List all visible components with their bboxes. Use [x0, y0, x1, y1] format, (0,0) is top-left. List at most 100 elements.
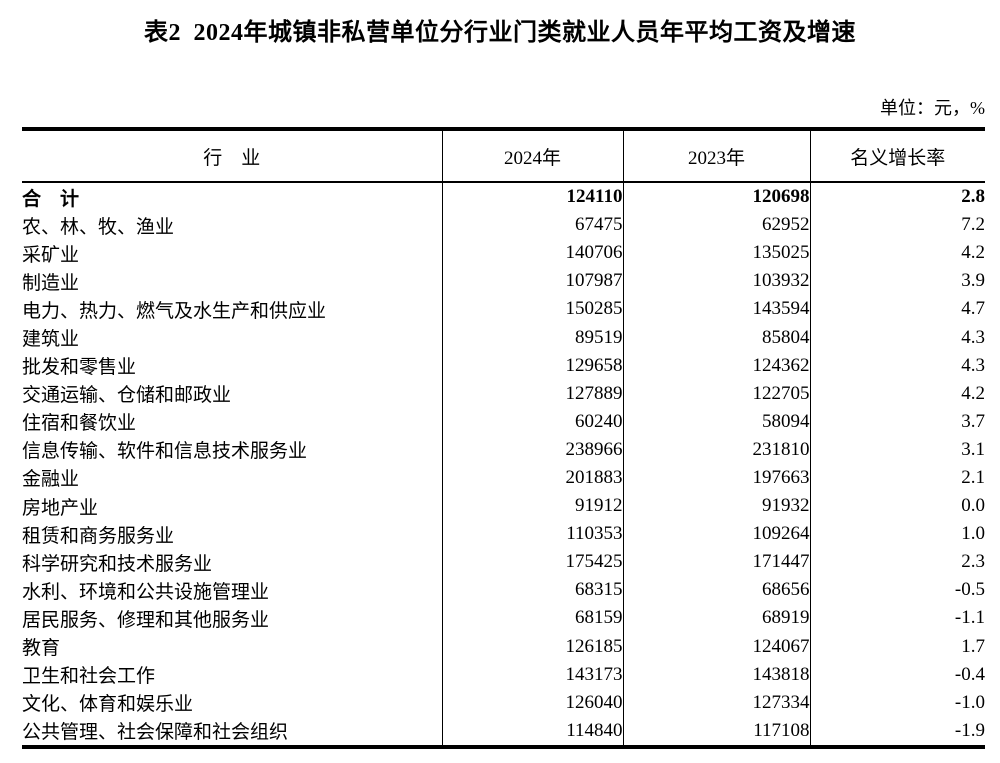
growth-rate-cell: 4.2 — [809, 239, 985, 268]
industry-cell: 文化、体育和娱乐业 — [22, 694, 194, 716]
wage-table: 行 业 2024年 2023年 名义增长率 合 计 124110 120698 … — [22, 127, 985, 749]
wage-2024-cell: 67475 — [441, 211, 623, 240]
table-row: 制造业 107987 103932 3.9 — [22, 267, 985, 296]
wage-2023-cell: 91932 — [622, 492, 810, 521]
wage-2023-cell: 68656 — [622, 576, 810, 605]
wage-2023-cell: 197663 — [622, 463, 810, 493]
wage-2023-cell: 68919 — [622, 604, 810, 633]
wage-2024-cell: 114840 — [441, 716, 623, 747]
table-row: 电力、热力、燃气及水生产和供应业 150285 143594 4.7 — [22, 295, 985, 324]
industry-cell: 农、林、牧、渔业 — [22, 216, 175, 238]
wage-2023-cell: 103932 — [622, 267, 810, 296]
wage-2024-cell: 140706 — [441, 239, 623, 268]
industry-cell: 居民服务、修理和其他服务业 — [22, 609, 270, 631]
unit-note: 单位：元，% — [880, 98, 985, 118]
wage-2024-cell: 110353 — [441, 520, 623, 549]
wage-2024-cell: 107987 — [441, 267, 623, 296]
wage-2023-cell: 143818 — [622, 660, 810, 689]
table-row: 农、林、牧、渔业 67475 62952 7.2 — [22, 211, 985, 240]
growth-rate-cell: 2.3 — [809, 548, 985, 577]
table-row: 卫生和社会工作 143173 143818 -0.4 — [22, 660, 985, 689]
growth-rate-cell: -1.1 — [809, 604, 985, 633]
industry-cell: 电力、热力、燃气及水生产和供应业 — [22, 300, 327, 322]
industry-cell: 采矿业 — [22, 244, 80, 266]
growth-rate-cell: 3.1 — [809, 435, 985, 464]
header-year-2023: 2023年 — [622, 129, 810, 183]
table-row: 交通运输、仓储和邮政业 127889 122705 4.2 — [22, 379, 985, 408]
table-header-row: 行 业 2024年 2023年 名义增长率 — [22, 129, 985, 183]
wage-2024-cell: 150285 — [441, 295, 623, 324]
industry-cell: 合 计 — [22, 188, 80, 210]
growth-rate-cell: 1.0 — [809, 520, 985, 549]
growth-rate-cell: 4.7 — [809, 295, 985, 324]
industry-cell: 制造业 — [22, 272, 80, 294]
wage-2023-cell: 58094 — [622, 407, 810, 436]
table-row: 公共管理、社会保障和社会组织 114840 117108 -1.9 — [22, 716, 985, 747]
table-row: 信息传输、软件和信息技术服务业 238966 231810 3.1 — [22, 435, 985, 464]
growth-rate-cell: -0.4 — [809, 660, 985, 689]
table-title: 表2 2024年城镇非私营单位分行业门类就业人员年平均工资及增速 — [144, 20, 856, 46]
wage-2023-cell: 135025 — [622, 239, 810, 268]
industry-cell: 金融业 — [22, 469, 80, 491]
table-row: 金融业 201883 197663 2.1 — [22, 463, 985, 493]
wage-2024-cell: 60240 — [441, 407, 623, 436]
wage-2024-cell: 89519 — [441, 323, 623, 352]
table-row: 合 计 124110 120698 2.8 — [22, 182, 985, 212]
table-row: 科学研究和技术服务业 175425 171447 2.3 — [22, 548, 985, 577]
growth-rate-cell: 0.0 — [809, 492, 985, 521]
industry-cell: 公共管理、社会保障和社会组织 — [22, 722, 289, 744]
growth-rate-cell: 2.8 — [809, 182, 985, 212]
wage-2023-cell: 127334 — [622, 688, 810, 717]
wage-2023-cell: 171447 — [622, 548, 810, 577]
wage-2024-cell: 129658 — [441, 351, 623, 380]
growth-rate-cell: 3.9 — [809, 267, 985, 296]
industry-cell: 交通运输、仓储和邮政业 — [22, 385, 232, 407]
table-row: 教育 126185 124067 1.7 — [22, 632, 985, 661]
wage-2024-cell: 127889 — [441, 379, 623, 408]
growth-rate-cell: 7.2 — [809, 211, 985, 240]
wage-2023-cell: 120698 — [622, 182, 810, 212]
wage-2023-cell: 117108 — [622, 716, 810, 747]
table-row: 文化、体育和娱乐业 126040 127334 -1.0 — [22, 688, 985, 717]
header-industry: 行 业 — [22, 129, 442, 183]
wage-2023-cell: 124067 — [622, 632, 810, 661]
wage-2023-cell: 122705 — [622, 379, 810, 408]
wage-2023-cell: 231810 — [622, 435, 810, 464]
wage-2024-cell: 175425 — [441, 548, 623, 577]
industry-cell: 批发和零售业 — [22, 357, 137, 379]
table-row: 居民服务、修理和其他服务业 68159 68919 -1.1 — [22, 604, 985, 633]
industry-cell: 住宿和餐饮业 — [22, 413, 137, 435]
growth-rate-cell: 4.3 — [809, 351, 985, 380]
wage-2023-cell: 85804 — [622, 323, 810, 352]
wage-table-body: 合 计 124110 120698 2.8 农、林、牧、渔业 67475 629… — [22, 182, 985, 747]
wage-2024-cell: 68159 — [441, 604, 623, 633]
growth-rate-cell: 4.2 — [809, 379, 985, 408]
header-year-2024: 2024年 — [441, 129, 623, 183]
industry-cell: 建筑业 — [22, 329, 80, 351]
growth-rate-cell: 2.1 — [809, 463, 985, 493]
industry-cell: 信息传输、软件和信息技术服务业 — [22, 441, 308, 463]
growth-rate-cell: 3.7 — [809, 407, 985, 436]
industry-cell: 房地产业 — [22, 497, 99, 519]
wage-2024-cell: 124110 — [441, 182, 623, 212]
industry-cell: 科学研究和技术服务业 — [22, 553, 213, 575]
wage-2024-cell: 68315 — [441, 576, 623, 605]
growth-rate-cell: -0.5 — [809, 576, 985, 605]
wage-2024-cell: 126040 — [441, 688, 623, 717]
wage-2023-cell: 143594 — [622, 295, 810, 324]
industry-cell: 租赁和商务服务业 — [22, 525, 175, 547]
growth-rate-cell: -1.0 — [809, 688, 985, 717]
wage-2023-cell: 62952 — [622, 211, 810, 240]
table-row: 住宿和餐饮业 60240 58094 3.7 — [22, 407, 985, 436]
wage-2024-cell: 201883 — [441, 463, 623, 493]
growth-rate-cell: -1.9 — [809, 716, 985, 747]
table-row: 采矿业 140706 135025 4.2 — [22, 239, 985, 268]
industry-cell: 教育 — [22, 638, 61, 660]
wage-2023-cell: 109264 — [622, 520, 810, 549]
growth-rate-cell: 4.3 — [809, 323, 985, 352]
table-row: 租赁和商务服务业 110353 109264 1.0 — [22, 520, 985, 549]
wage-2023-cell: 124362 — [622, 351, 810, 380]
table-row: 建筑业 89519 85804 4.3 — [22, 323, 985, 352]
table-row: 房地产业 91912 91932 0.0 — [22, 492, 985, 521]
